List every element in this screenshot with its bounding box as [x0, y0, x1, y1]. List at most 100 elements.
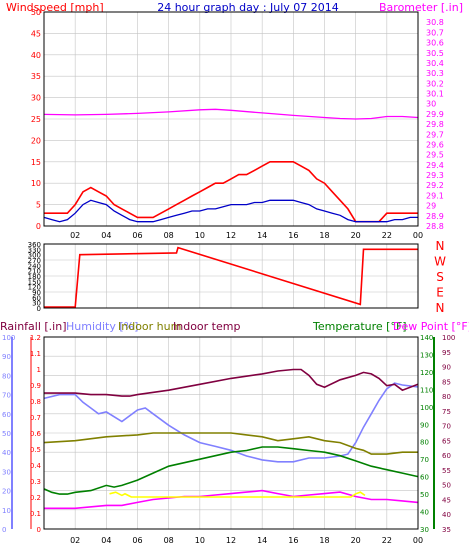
wind-series: [43, 108, 419, 223]
humidity-tick-label: 40: [2, 449, 11, 457]
rain-axis: 0 0.1 0.2 0.3 0.4 0.5 0.6 0.7 0.8 0.9 1 1.1 1.2: [30, 334, 42, 534]
dew-point-tick-label: 55: [442, 467, 451, 475]
barometer-line: [43, 108, 419, 120]
x-tick-label: 02: [70, 536, 80, 545]
x-tick-label: 16: [288, 536, 298, 545]
direction-series: [44, 246, 418, 308]
dew-point-tick-label: 65: [442, 437, 451, 445]
windspeed-axis-title: Windspeed [mph]: [6, 1, 104, 14]
dew-point-tick-label: 85: [442, 378, 451, 386]
x-tick-label: 08: [164, 231, 174, 240]
windspeed-tick-label: 20: [31, 136, 41, 145]
rain-tick-label: 1.2: [30, 334, 41, 342]
temperature-tick-label: 50: [420, 491, 429, 499]
x-tick-label: 00: [413, 536, 423, 545]
windspeed-tick-label: 10: [31, 179, 41, 188]
dew-point-tick-label: 90: [442, 364, 451, 372]
barometer-tick-label: 30.4: [426, 59, 444, 68]
x-tick-label: 22: [382, 231, 392, 240]
barometer-tick-label: 30.8: [426, 18, 444, 27]
x-tick-label: 04: [101, 536, 111, 545]
x-tick-label: 02: [70, 231, 80, 240]
barometer-tick-label: 29.5: [426, 151, 444, 160]
direction-tick-label: 360: [28, 241, 41, 249]
barometer-tick-label: 30.1: [426, 90, 444, 99]
direction-tick-label: 90: [32, 289, 41, 297]
humidity-tick-label: 10: [2, 507, 11, 515]
x-tick-label: 22: [382, 536, 392, 545]
rain-tick-label: 0.6: [30, 430, 42, 438]
wind-direction-line: [44, 246, 418, 308]
legend-indoor-hum: Indoor hum: [118, 320, 181, 333]
barometer-tick-label: 29.4: [426, 161, 444, 170]
direction-tick-label: 300: [28, 252, 41, 260]
x-tick-label: 00: [413, 231, 423, 240]
direction-plot-frame: [43, 243, 419, 309]
x-tick-label: 18: [319, 536, 329, 545]
dew-point-tick-label: 75: [442, 408, 451, 416]
compass-label: W: [434, 255, 446, 269]
humidity-tick-label: 80: [2, 372, 11, 380]
direction-tick-label: 120: [28, 284, 41, 292]
direction-tick-label: 210: [28, 268, 41, 276]
humidity-tick-label: 90: [2, 353, 11, 361]
barometer-tick-label: 29.9: [426, 110, 444, 119]
windspeed-average-line: [43, 199, 418, 223]
temperature-tick-label: 40: [420, 509, 429, 517]
barometer-axis-title: Barometer [.in]: [379, 1, 463, 14]
x-tick-label: 18: [319, 231, 329, 240]
rain-tick-label: 1.1: [30, 350, 41, 358]
temperature-tick-label: 120: [420, 369, 433, 377]
x-tick-label: 16: [288, 231, 298, 240]
barometer-tick-label: 30.3: [426, 69, 444, 78]
windspeed-tick-label: 50: [31, 8, 41, 17]
direction-tick-label: 330: [28, 246, 41, 254]
barometer-tick-label: 29.8: [426, 120, 444, 129]
humidity-tick-label: 100: [2, 334, 15, 342]
humidity-tick-label: 70: [2, 392, 11, 400]
temp-series: [43, 368, 419, 510]
x-tick-label: 10: [195, 536, 205, 545]
chart-title: 24 hour graph day : July 07 2014: [157, 1, 339, 14]
windspeed-tick-label: 25: [31, 115, 41, 124]
temperature-tick-label: 60: [420, 474, 429, 482]
humidity-tick-label: 0: [2, 526, 6, 534]
legend-temperature: Temperature [°F]: [312, 320, 407, 333]
humidity-tick-label: 30: [2, 468, 11, 476]
humidity-tick-label: 50: [2, 430, 11, 438]
barometer-tick-label: 28.8: [426, 222, 444, 231]
x-tick-label: 04: [101, 231, 111, 240]
direction-tick-label: 180: [28, 273, 41, 281]
dew-point-tick-label: 40: [442, 511, 451, 519]
windspeed-tick-label: 30: [31, 94, 41, 103]
x-tick-label: 12: [226, 536, 236, 545]
x-tick-label: 08: [164, 536, 174, 545]
barometer-tick-label: 29.1: [426, 191, 444, 200]
compass-label: N: [436, 301, 445, 315]
rain-tick-label: 0.2: [30, 494, 41, 502]
rain-tick-label: 0.3: [30, 478, 41, 486]
wind-right-ticks: 28.828.92929.129.229.329.429.529.629.729…: [426, 18, 444, 231]
dew-point-line: [44, 489, 419, 510]
compass-label: S: [436, 270, 444, 284]
humidity-tick-label: 20: [2, 488, 11, 496]
dew-point-tick-label: 45: [442, 496, 451, 504]
indoor-hum-line: [43, 432, 418, 455]
direction-tick-label: 60: [32, 294, 41, 302]
temperature-tick-label: 140: [420, 334, 433, 342]
dew-point-tick-label: 60: [442, 452, 451, 460]
wind-x-ticks: 02 04 06 08 10 12 14 16 18 20 22 00: [70, 231, 423, 240]
temp-right-axis: 30 40 50 60 70 80 90 100 110 120 130 140: [420, 334, 435, 534]
rain-tick-label: 0.4: [30, 462, 42, 470]
temperature-tick-label: 130: [420, 351, 433, 359]
barometer-tick-label: 30.7: [426, 28, 444, 37]
compass-label: E: [436, 286, 444, 300]
windspeed-tick-label: 40: [31, 51, 41, 60]
dew-point-tick-label: 50: [442, 482, 451, 490]
humidity-line: [43, 382, 419, 463]
humidity-tick-label: 60: [2, 411, 11, 419]
temperature-tick-label: 100: [420, 404, 433, 412]
legend-dew-point: Dew Point [°F]: [393, 320, 469, 333]
